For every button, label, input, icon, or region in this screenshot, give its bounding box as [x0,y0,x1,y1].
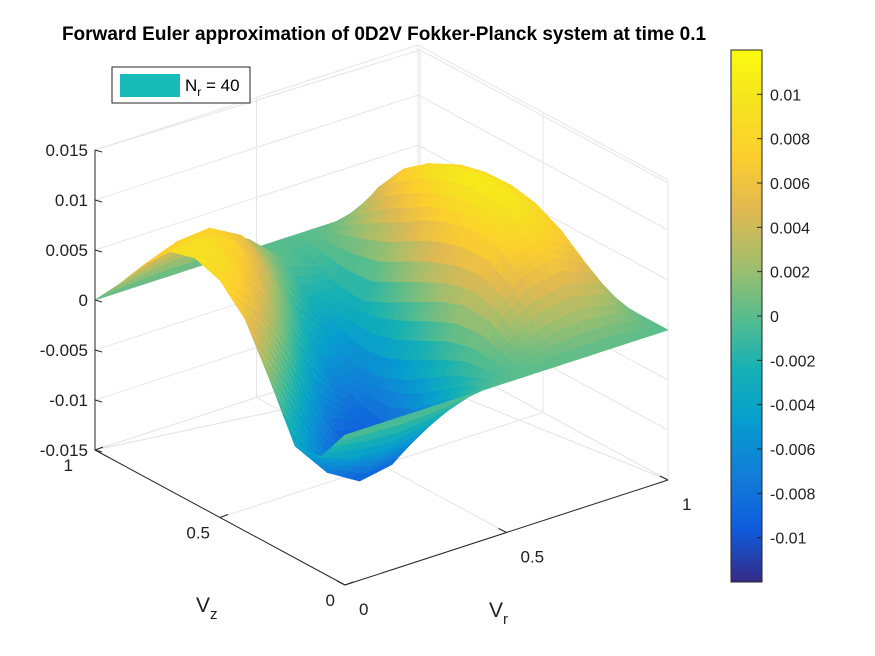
z-tick-label: -0.01 [49,391,88,410]
vz-tick-label: 1 [64,456,73,475]
z-tick-label: 0.005 [45,241,88,260]
vz-axis-label: Vz [196,594,218,623]
z-tick-label: -0.015 [40,441,88,460]
z-gridline [94,44,669,181]
colorbar-tick-label: -0.01 [770,531,807,548]
colorbar-tick-label: -0.006 [770,442,815,459]
surface-plot [94,163,669,482]
legend-swatch [120,74,180,97]
vr-tick-label: 0 [359,600,368,619]
colorbar-ticks: -0.01 -0.008 -0.006 -0.004 -0.002 0 0.002 0.004… [757,87,815,548]
colorbar-tick-label: 0.006 [770,176,810,193]
vr-tick-label: 0.5 [521,548,545,567]
colorbar-tick-label: -0.008 [770,486,815,503]
vz-tick-label: 0.5 [186,524,210,543]
colorbar-tick-label: 0.01 [770,87,801,104]
z-tick-mark [94,399,103,403]
z-tick-mark [94,249,103,253]
z-tick-mark [94,299,103,303]
colorbar-tick-label: 0.008 [770,132,810,149]
vz-axis-ticks: 00.51 [64,446,354,610]
z-tick-mark [94,449,103,453]
colorbar-tick-label: -0.004 [770,398,815,415]
vr-tick-label: 1 [682,495,691,514]
z-tick-label: 0.015 [45,141,88,160]
colorbar-gradient [730,49,763,583]
z-axis-ticks: -0.015 -0.01 -0.005 0 0.005 0.01 0.015 [40,141,103,460]
colorbar-tick-label: -0.002 [770,353,815,370]
z-tick-mark [94,349,103,353]
vr-axis-label: Vr [489,599,508,628]
vz-tick-mark [219,514,229,518]
z-tick-label: 0.01 [55,191,88,210]
vz-tick-label: 0 [326,591,335,610]
z-tick-mark [94,199,103,203]
vr-axis-ticks: 00.51 [336,475,691,619]
chart-title: Forward Euler approximation of 0D2V Fokk… [62,24,707,45]
vr-tick-mark [498,528,507,533]
vr-tick-mark [659,475,669,481]
surface-patch [338,432,354,441]
colorbar-tick-label: 0 [770,309,779,326]
z-tick-label: -0.005 [40,341,88,360]
vz-tick-mark [344,581,354,586]
z-tick-mark [94,149,103,153]
vr-tick-mark [336,580,346,586]
legend: Nr = 40 [111,66,251,104]
colorbar-tick-label: 0.002 [770,265,810,282]
z-tick-label: 0 [79,291,88,310]
legend-label: Nr = 40 [185,76,240,99]
vz-tick-mark [94,446,104,451]
colorbar-tick-label: 0.004 [770,220,810,237]
colorbar: -0.01 -0.008 -0.006 -0.004 -0.002 0 0.002 0.004… [730,49,815,583]
